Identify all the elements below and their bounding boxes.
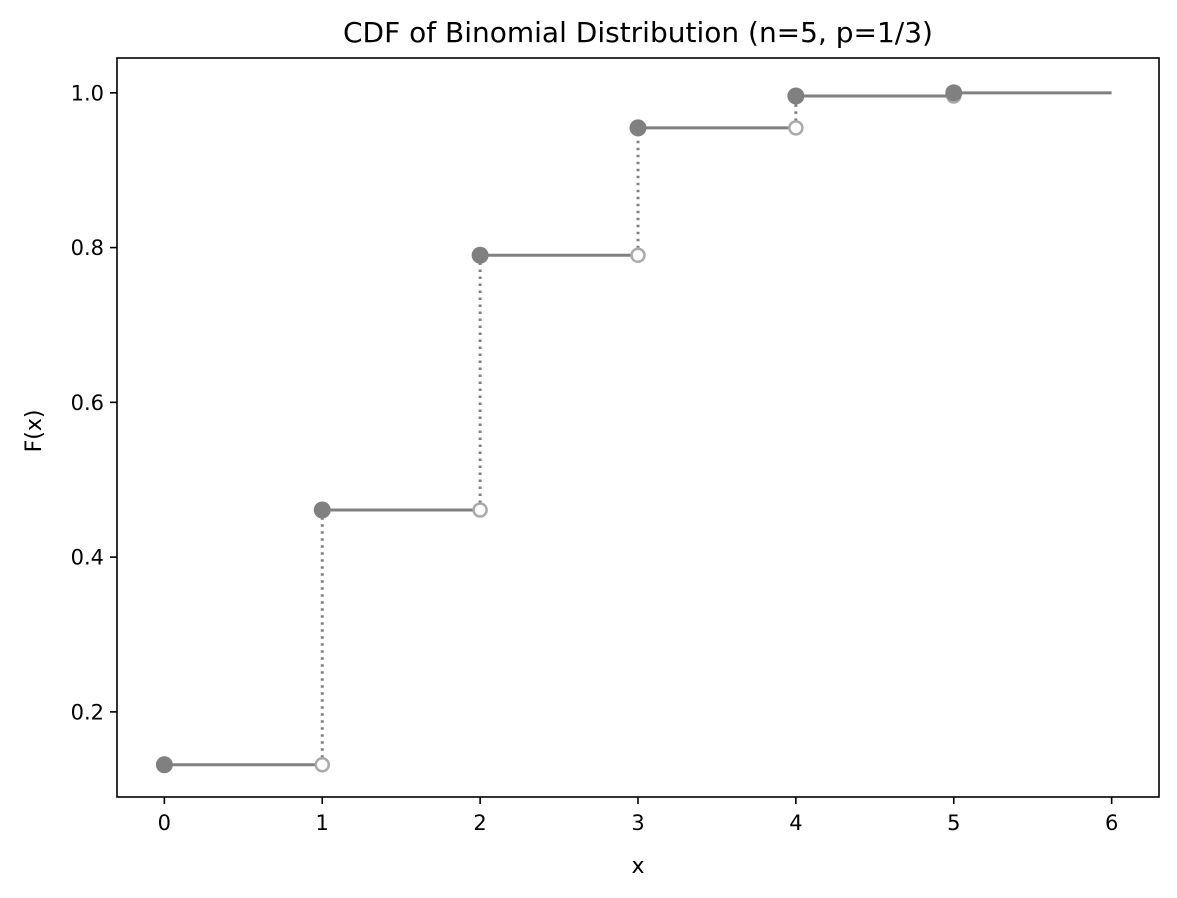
x-tick-label: 5 [947, 811, 960, 835]
open-marker [788, 120, 804, 136]
y-tick-label: 0.4 [71, 546, 104, 570]
x-axis-label: x [631, 854, 644, 879]
y-axis-label: F(x) [22, 410, 47, 453]
closed-marker [313, 501, 331, 519]
closed-marker [471, 246, 489, 264]
y-tick-label: 0.6 [71, 391, 104, 415]
x-tick-label: 4 [789, 811, 802, 835]
plot-area [155, 84, 1112, 774]
x-tick-label: 6 [1105, 811, 1118, 835]
closed-marker [629, 119, 647, 137]
closed-marker [787, 87, 805, 105]
y-tick-label: 0.2 [71, 700, 104, 724]
y-tick-label: 0.8 [71, 236, 104, 260]
x-axis-ticks: 0 1 2 3 4 5 6 [158, 797, 1118, 835]
x-tick-label: 3 [631, 811, 644, 835]
x-tick-label: 0 [158, 811, 171, 835]
closed-marker [945, 84, 963, 102]
chart-title: CDF of Binomial Distribution (n=5, p=1/3… [343, 16, 933, 49]
x-tick-label: 2 [473, 811, 486, 835]
open-marker [630, 247, 646, 263]
open-marker [314, 756, 330, 773]
closed-marker [155, 756, 173, 774]
y-tick-label: 1.0 [71, 81, 104, 105]
y-axis-ticks: 0.2 0.4 0.6 0.8 1.0 [71, 81, 117, 724]
open-marker [472, 502, 488, 518]
x-tick-label: 1 [316, 811, 329, 835]
